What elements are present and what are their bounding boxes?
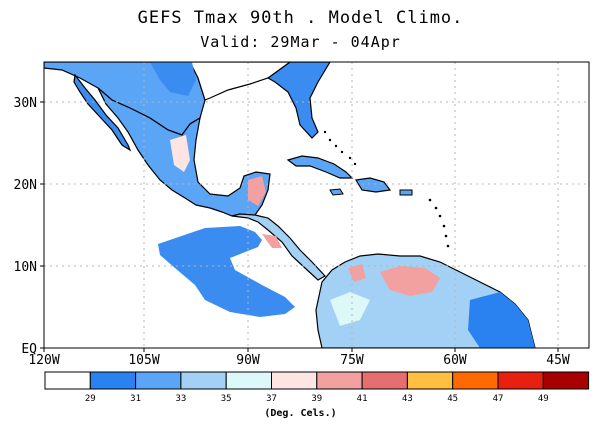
colombia-warm-patch	[348, 264, 366, 282]
lon-label-45w: 45W	[546, 353, 570, 368]
colorbar-swatch	[452, 371, 499, 390]
jamaica-land	[329, 188, 344, 196]
colorbar-tick-label: 47	[493, 394, 504, 404]
lon-label-120w: 120W	[28, 353, 59, 368]
colorbar-tick-label: 29	[85, 394, 96, 404]
colorbar-tick-label: 49	[538, 394, 549, 404]
lon-label-105w: 105W	[128, 353, 159, 368]
colorbar-tick-label: 31	[130, 394, 141, 404]
colorbar-tick-label: 41	[357, 394, 368, 404]
south-america-blue-band	[468, 292, 535, 348]
lesser-antilles-islands	[428, 198, 450, 248]
colorbar-unit-label: (Deg. Cels.)	[264, 408, 337, 419]
venezuela-warm-patch	[380, 266, 440, 296]
axis-ticks	[40, 101, 559, 352]
colorbar-tick-labels: 29 31 33 35 37 39 41 43 45 47 49	[85, 394, 549, 404]
florida-land	[266, 62, 331, 139]
map-frame	[43, 61, 590, 349]
hispaniola-land	[355, 177, 392, 193]
puerto-rico-land	[399, 189, 413, 196]
lon-label-75w: 75W	[340, 353, 364, 368]
lon-label-90w: 90W	[236, 353, 260, 368]
map-layer	[44, 62, 536, 348]
colorbar-swatch	[271, 371, 318, 390]
lon-label-60w: 60W	[443, 353, 467, 368]
central-america-warm	[262, 234, 282, 248]
colorbar-swatch	[542, 371, 590, 390]
colorbar-swatch	[316, 371, 363, 390]
colorbar-swatch	[406, 371, 454, 390]
lat-label-20n: 20N	[14, 178, 37, 193]
colorbar-swatch	[135, 371, 182, 390]
pacific-anomaly-shading	[158, 226, 295, 317]
graticule	[44, 62, 589, 348]
colorbar-tick-label: 43	[402, 394, 413, 404]
chart-subtitle: Valid: 29Mar - 04Apr	[200, 33, 401, 51]
colorbar-tick-label: 35	[221, 394, 232, 404]
central-america-land	[231, 213, 326, 281]
colorbar-tick-label: 37	[266, 394, 277, 404]
colorbar-swatch	[225, 371, 272, 390]
south-america-light-patch	[330, 292, 370, 326]
colorbar-swatch	[497, 371, 544, 390]
lat-label-30n: 30N	[14, 96, 37, 111]
colorbar-swatch	[89, 371, 137, 390]
chart-title: GEFS Tmax 90th . Model Climo.	[137, 8, 464, 28]
colorbar-swatch	[361, 371, 408, 390]
colorbar-tick-label: 39	[311, 394, 322, 404]
colorbar-swatch	[180, 371, 227, 390]
colorbar-swatches	[44, 371, 590, 390]
baja-california-land	[73, 73, 132, 152]
mexico-warm-patch	[170, 135, 190, 172]
colorbar-swatch	[44, 371, 91, 390]
bahamas-islands	[323, 130, 357, 166]
texas-shading	[150, 62, 196, 96]
lat-label-eq: EQ	[21, 342, 37, 357]
southeast-us-land	[189, 62, 292, 101]
colorbar-tick-label: 45	[447, 394, 458, 404]
colorbar-tick-label: 33	[175, 394, 186, 404]
lat-label-10n: 10N	[14, 260, 37, 275]
